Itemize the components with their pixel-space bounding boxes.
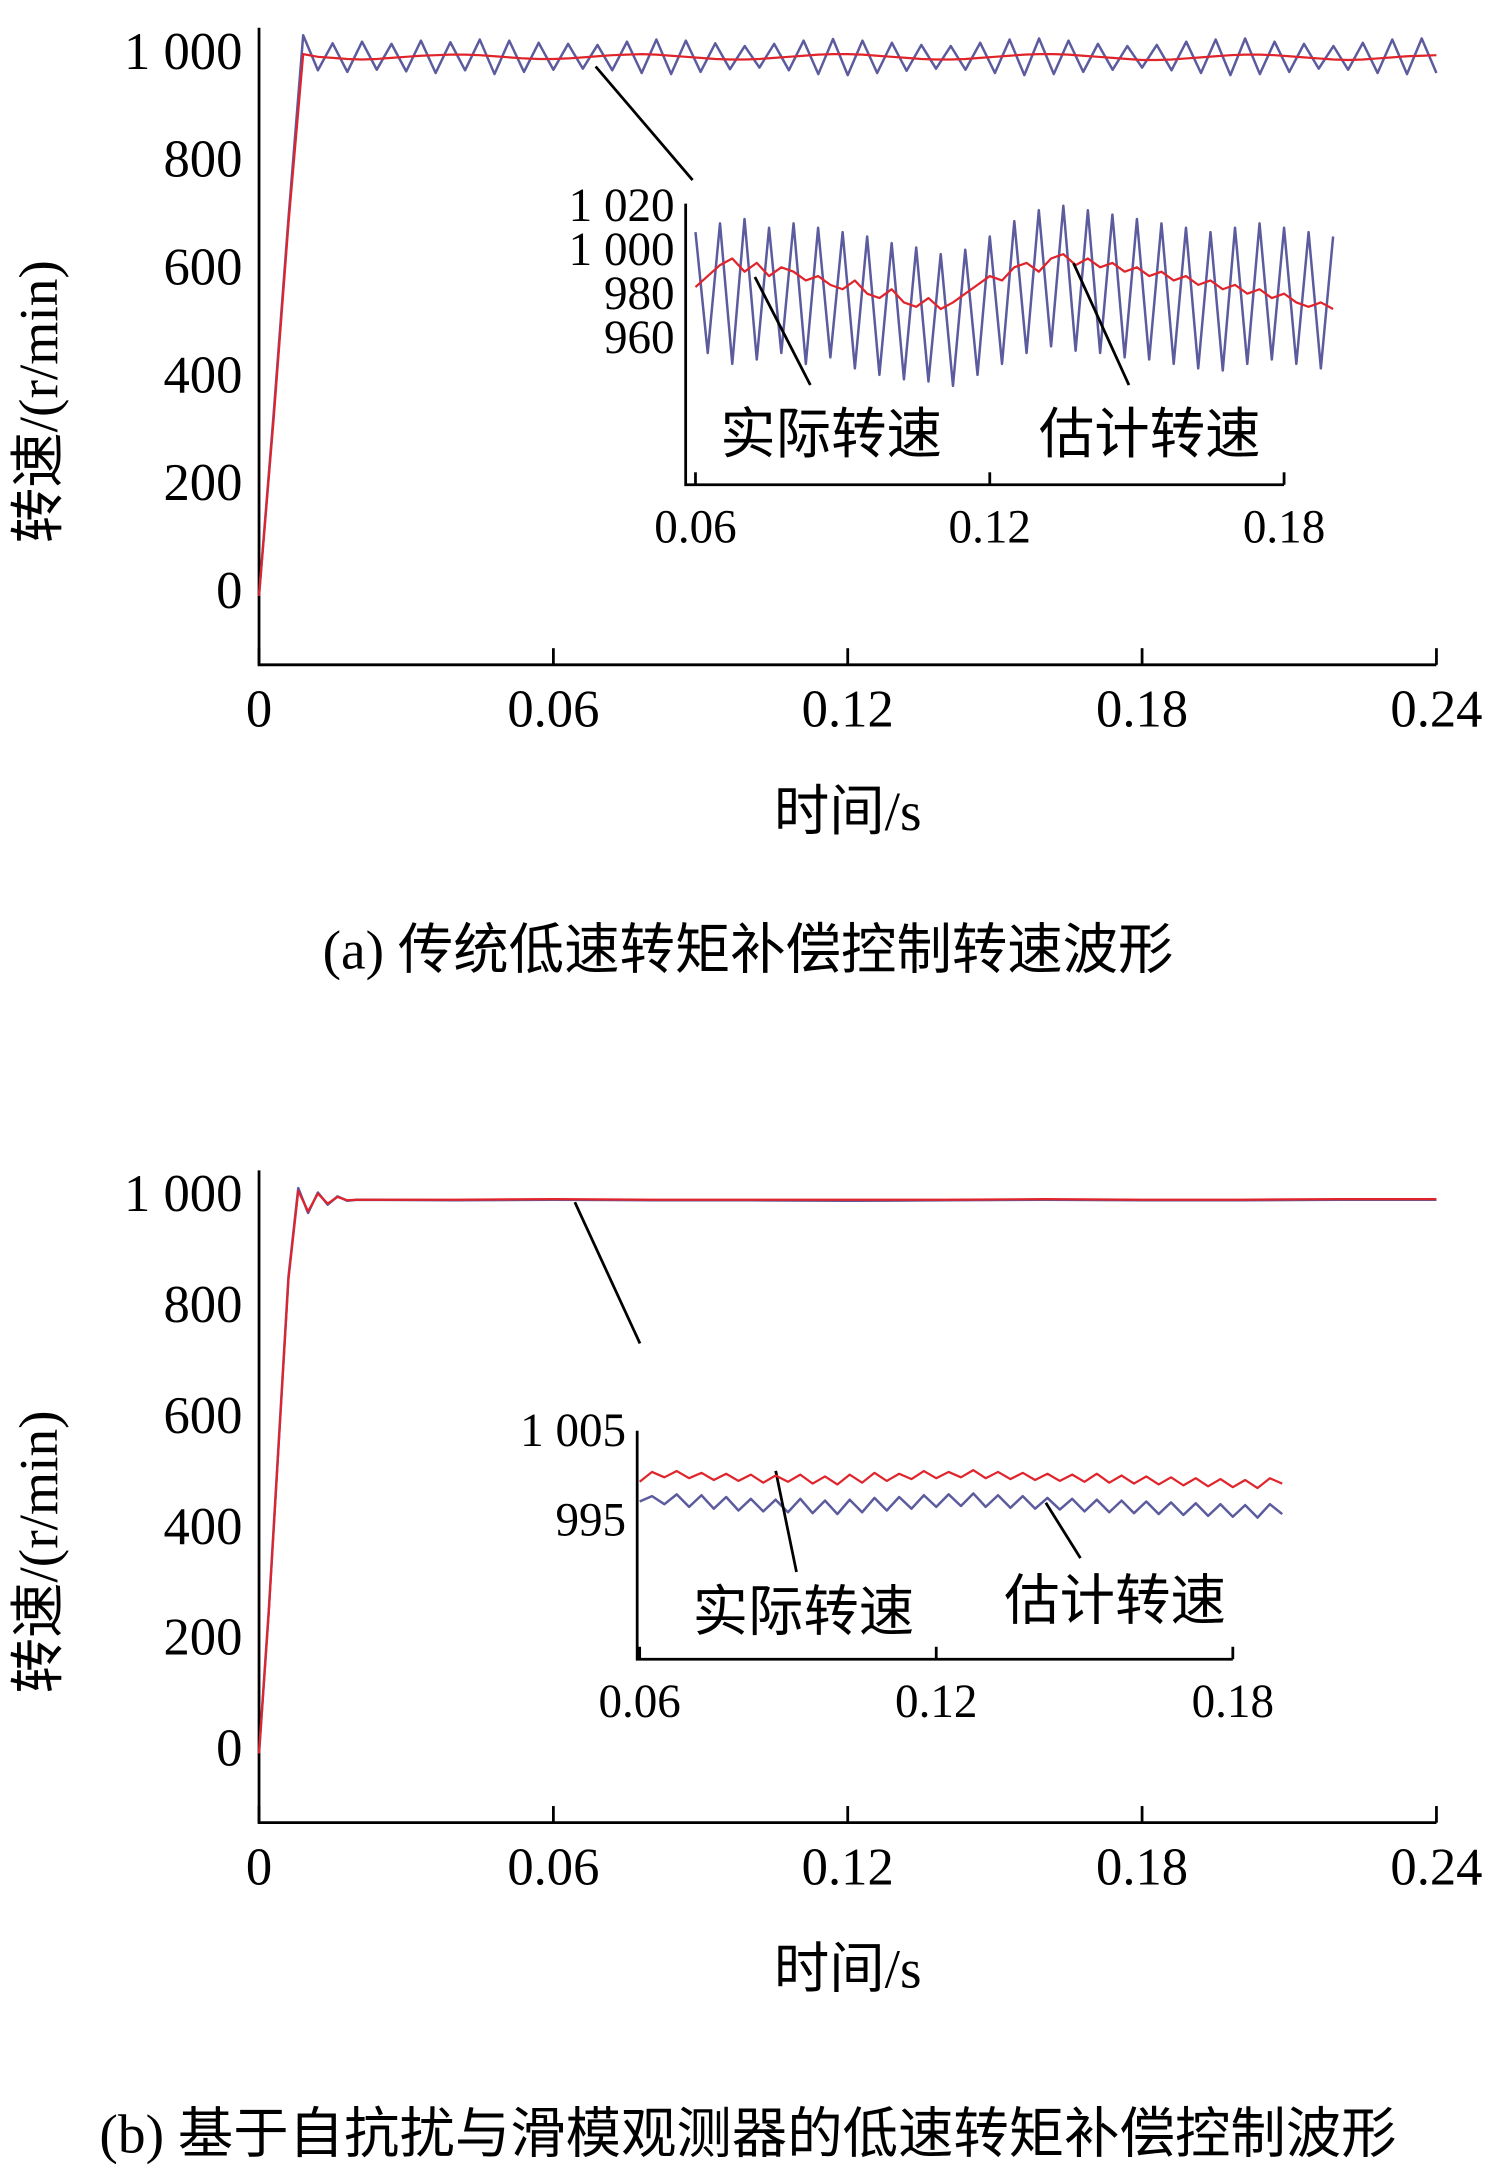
zoom-leader xyxy=(594,65,694,181)
series-line xyxy=(639,1492,1284,1519)
series-line xyxy=(257,53,1437,596)
x-tick-label: 0.12 xyxy=(802,681,894,739)
caption: (a) 传统低速转矩补偿控制转速波形 xyxy=(323,919,1174,980)
x-tick-label: 0.18 xyxy=(1096,1839,1188,1897)
x-tick-label: 0.06 xyxy=(654,502,736,554)
axes xyxy=(684,203,1285,487)
x-tick-label: 0.12 xyxy=(949,502,1031,554)
series-label: 估计转速 xyxy=(1039,404,1261,465)
y-tick-label: 200 xyxy=(163,1609,242,1667)
y-axis-label: 转速/(r/min) xyxy=(8,260,69,543)
annotation-leader xyxy=(753,276,812,386)
y-tick-label: 995 xyxy=(555,1495,626,1547)
series-label: 实际转速 xyxy=(720,404,942,465)
y-tick-label: 800 xyxy=(163,1276,242,1334)
x-tick-label: 0.12 xyxy=(802,1839,894,1897)
series-label: 估计转速 xyxy=(1004,1570,1226,1631)
annotation-leader xyxy=(1072,262,1131,386)
series-label: 实际转速 xyxy=(693,1581,915,1642)
x-axis-label: 时间/s xyxy=(774,1939,922,2000)
series-line xyxy=(694,253,1334,311)
y-tick-label: 400 xyxy=(163,346,242,404)
series-line xyxy=(638,1469,1283,1490)
x-tick-label: 0.12 xyxy=(895,1676,977,1728)
x-tick-label: 0 xyxy=(246,1839,272,1897)
x-tick-label: 0.18 xyxy=(1096,681,1188,739)
axes xyxy=(635,1430,1233,1661)
zoom-leader xyxy=(573,1201,642,1345)
caption: (b) 基于自抗扰与滑模观测器的低速转矩补偿控制波形 xyxy=(99,2104,1396,2165)
x-axis-label: 时间/s xyxy=(774,781,922,842)
y-tick-label: 1 000 xyxy=(124,23,242,81)
y-tick-label: 600 xyxy=(163,1387,242,1445)
annotation-leader xyxy=(1044,1501,1082,1559)
x-tick-label: 0.06 xyxy=(598,1676,680,1728)
x-tick-label: 0.06 xyxy=(507,1839,599,1897)
y-tick-label: 400 xyxy=(163,1498,242,1556)
y-tick-label: 600 xyxy=(163,238,242,296)
x-tick-label: 0.18 xyxy=(1192,1676,1274,1728)
y-tick-label: 1 020 xyxy=(569,180,675,232)
y-tick-label: 0 xyxy=(216,1719,242,1777)
y-tick-label: 960 xyxy=(604,312,675,364)
y-axis-label: 转速/(r/min) xyxy=(8,1410,69,1693)
x-tick-label: 0 xyxy=(246,681,272,739)
annotation-leader xyxy=(774,1470,798,1573)
y-tick-label: 1 005 xyxy=(520,1405,626,1457)
x-tick-label: 0.18 xyxy=(1243,502,1325,554)
series-line xyxy=(257,1189,1437,1754)
y-tick-label: 200 xyxy=(163,454,242,512)
y-tick-label: 800 xyxy=(163,131,242,189)
x-tick-label: 0.06 xyxy=(507,681,599,739)
y-tick-label: 980 xyxy=(604,268,675,320)
series-line xyxy=(257,34,1438,596)
x-tick-label: 0.24 xyxy=(1390,1839,1482,1897)
y-tick-label: 0 xyxy=(216,562,242,620)
y-tick-label: 1 000 xyxy=(569,224,675,276)
x-tick-label: 0.24 xyxy=(1390,681,1482,739)
series-line xyxy=(257,1186,1437,1754)
axes xyxy=(257,27,1437,667)
y-tick-label: 1 000 xyxy=(124,1165,242,1223)
series-line xyxy=(694,204,1335,388)
